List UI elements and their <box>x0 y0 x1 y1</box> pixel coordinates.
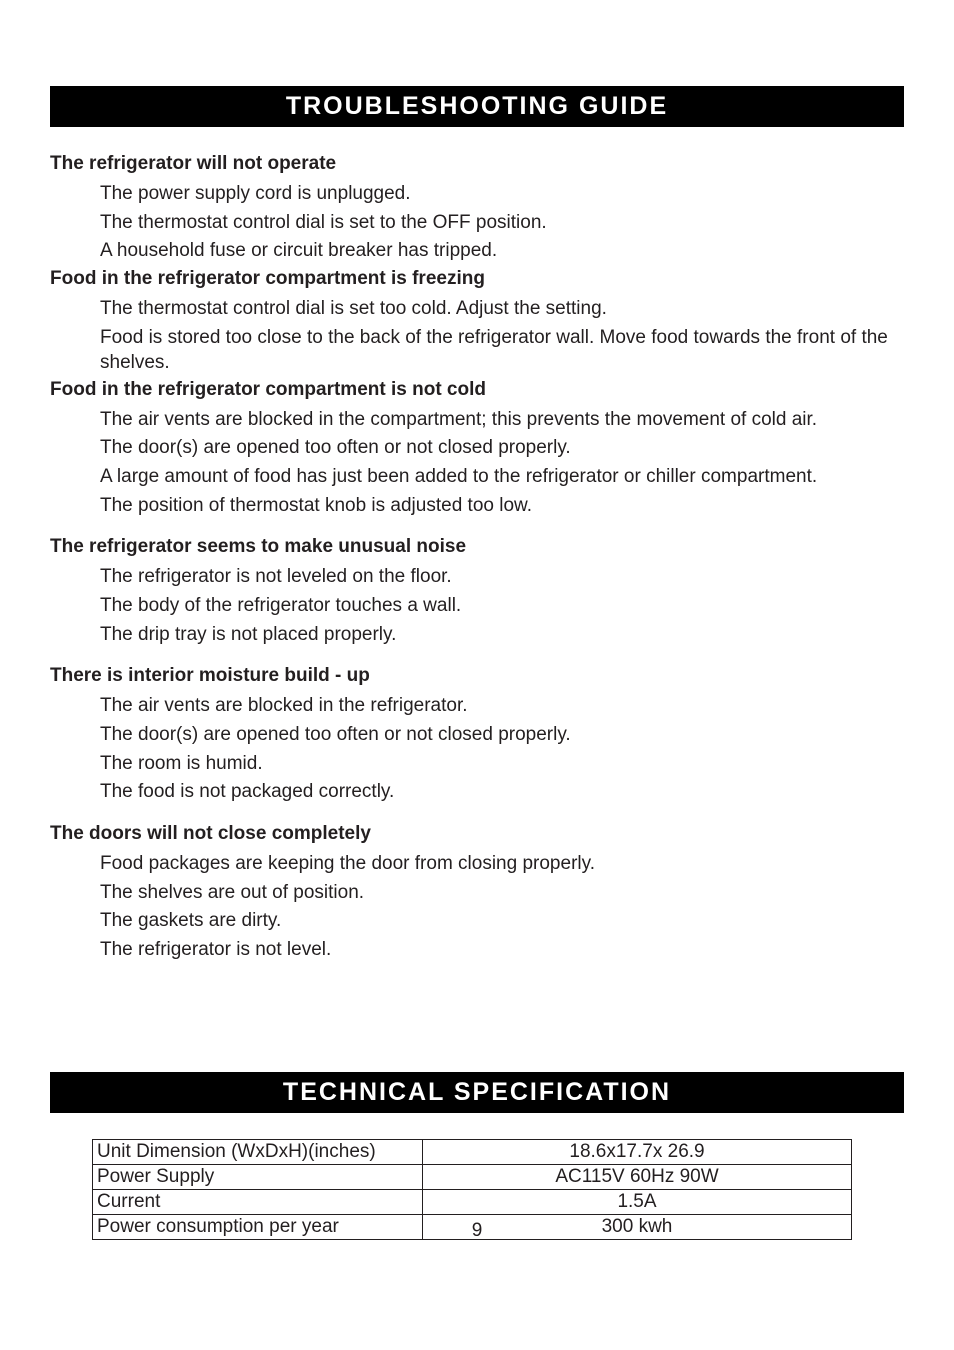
troubleshooting-item: The thermostat control dial is set to th… <box>50 210 904 236</box>
troubleshooting-item: A large amount of food has just been add… <box>50 464 904 490</box>
troubleshooting-heading: Food in the refrigerator compartment is … <box>50 379 904 401</box>
troubleshooting-header: TROUBLESHOOTING GUIDE <box>50 86 904 127</box>
troubleshooting-item: A household fuse or circuit breaker has … <box>50 238 904 264</box>
troubleshooting-item: The refrigerator is not level. <box>50 937 904 963</box>
troubleshooting-section: The doors will not close completely Food … <box>50 823 904 963</box>
spec-value: AC115V 60Hz 90W <box>423 1165 852 1190</box>
troubleshooting-item: The power supply cord is unplugged. <box>50 181 904 207</box>
troubleshooting-item: The door(s) are opened too often or not … <box>50 722 904 748</box>
troubleshooting-item: The drip tray is not placed properly. <box>50 622 904 648</box>
table-row: Unit Dimension (WxDxH)(inches)18.6x17.7x… <box>93 1140 852 1165</box>
troubleshooting-heading: The refrigerator will not operate <box>50 153 904 175</box>
troubleshooting-item: The air vents are blocked in the compart… <box>50 407 904 433</box>
troubleshooting-section: Food in the refrigerator compartment is … <box>50 268 904 376</box>
spec-value: 1.5A <box>423 1190 852 1215</box>
troubleshooting-heading: The refrigerator seems to make unusual n… <box>50 536 904 558</box>
troubleshooting-section: Food in the refrigerator compartment is … <box>50 379 904 519</box>
troubleshooting-item: Food is stored too close to the back of … <box>50 325 904 376</box>
troubleshooting-item: The air vents are blocked in the refrige… <box>50 693 904 719</box>
troubleshooting-heading: There is interior moisture build - up <box>50 665 904 687</box>
table-row: Current1.5A <box>93 1190 852 1215</box>
spec-label: Unit Dimension (WxDxH)(inches) <box>93 1140 423 1165</box>
troubleshooting-item: The position of thermostat knob is adjus… <box>50 493 904 519</box>
troubleshooting-item: Food packages are keeping the door from … <box>50 851 904 877</box>
troubleshooting-item: The food is not packaged correctly. <box>50 779 904 805</box>
page-number: 9 <box>0 1220 954 1242</box>
table-row: Power SupplyAC115V 60Hz 90W <box>93 1165 852 1190</box>
troubleshooting-section: The refrigerator seems to make unusual n… <box>50 536 904 647</box>
technical-spec-header: TECHNICAL SPECIFICATION <box>50 1072 904 1113</box>
spec-value: 18.6x17.7x 26.9 <box>423 1140 852 1165</box>
troubleshooting-item: The room is humid. <box>50 751 904 777</box>
troubleshooting-heading: Food in the refrigerator compartment is … <box>50 268 904 290</box>
spec-label: Power Supply <box>93 1165 423 1190</box>
troubleshooting-item: The door(s) are opened too often or not … <box>50 435 904 461</box>
troubleshooting-section: There is interior moisture build - up The… <box>50 665 904 805</box>
troubleshooting-heading: The doors will not close completely <box>50 823 904 845</box>
troubleshooting-section: The refrigerator will not operate The pow… <box>50 153 904 264</box>
troubleshooting-item: The body of the refrigerator touches a w… <box>50 593 904 619</box>
troubleshooting-item: The thermostat control dial is set too c… <box>50 296 904 322</box>
troubleshooting-item: The shelves are out of position. <box>50 880 904 906</box>
troubleshooting-item: The refrigerator is not leveled on the f… <box>50 564 904 590</box>
spec-label: Current <box>93 1190 423 1215</box>
troubleshooting-item: The gaskets are dirty. <box>50 908 904 934</box>
troubleshooting-body: The refrigerator will not operate The pow… <box>50 153 904 962</box>
